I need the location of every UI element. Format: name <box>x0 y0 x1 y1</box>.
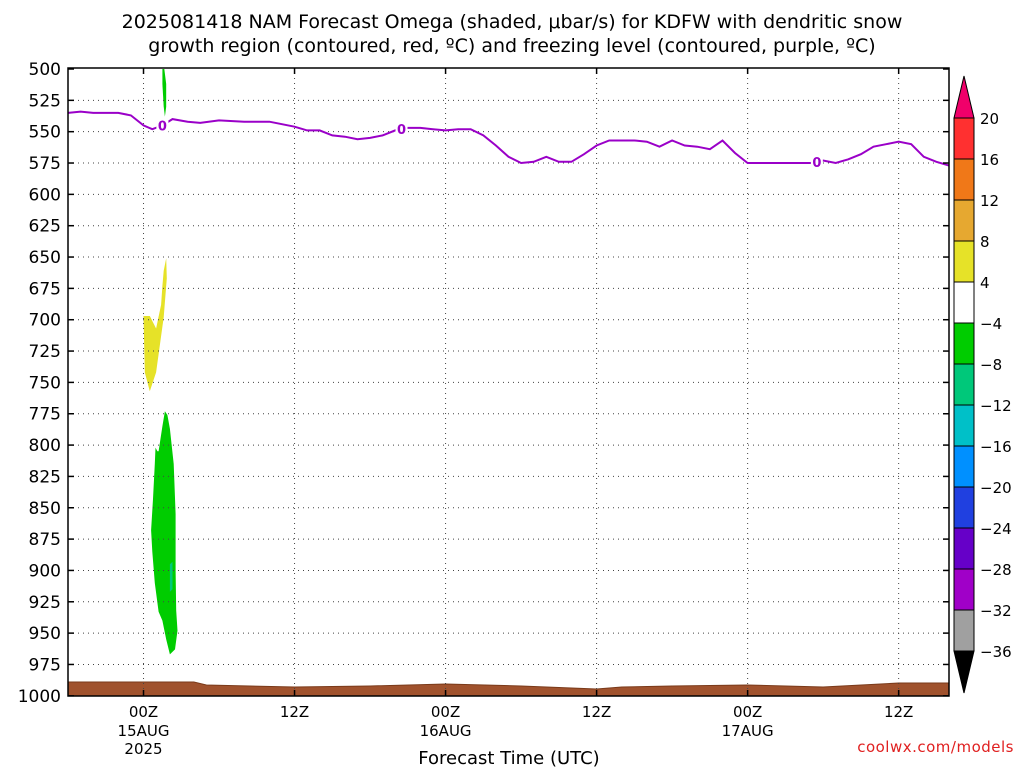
chart-title: 2025081418 NAM Forecast Omega (shaded, μ… <box>0 10 1024 58</box>
chart-title-line-1: 2025081418 NAM Forecast Omega (shaded, μ… <box>121 11 903 33</box>
y-tick-label: 975 <box>29 655 61 675</box>
colorbar-segment <box>953 117 975 160</box>
x-tick-label: 00Z <box>129 703 158 721</box>
colorbar-segment <box>953 527 975 570</box>
colorbar-segment <box>953 609 975 652</box>
x-tick-label: 12Z <box>280 703 309 721</box>
x-tick-date-label: 17AUG <box>722 722 774 740</box>
x-tick-date-label: 15AUG <box>118 722 170 740</box>
colorbar-label: −20 <box>980 479 1012 497</box>
colorbar-segment <box>953 363 975 406</box>
y-tick-label: 875 <box>29 530 61 550</box>
colorbar-segment <box>953 568 975 611</box>
colorbar-segment <box>953 158 975 201</box>
freezing-level-contour-label: 0 <box>158 119 167 134</box>
y-tick-label: 925 <box>29 593 61 613</box>
y-tick-label: 1000 <box>18 687 61 707</box>
colorbar-label: −32 <box>980 602 1012 620</box>
y-tick-label: 600 <box>29 185 61 205</box>
grid-lines <box>68 68 949 696</box>
x-tick-date-label: 16AUG <box>420 722 472 740</box>
y-tick-label: 850 <box>29 499 61 519</box>
ground-surface <box>68 681 949 696</box>
colorbar-label: −24 <box>980 520 1012 538</box>
colorbar-label: 4 <box>980 274 990 292</box>
colorbar-label: −12 <box>980 397 1012 415</box>
colorbar-label: 16 <box>980 151 999 169</box>
freezing-level-contour-label: 0 <box>397 123 406 138</box>
y-tick-label: 750 <box>29 373 61 393</box>
omega-region-3 <box>151 411 178 655</box>
y-tick-label: 625 <box>29 217 61 237</box>
contour-label-bg <box>810 153 823 169</box>
chart-title-line-2: growth region (contoured, red, ºC) and f… <box>148 35 876 57</box>
omega-region-2 <box>143 258 167 392</box>
y-tick-label: 800 <box>29 436 61 456</box>
y-tick-label: 825 <box>29 467 61 487</box>
x-tick-label: 12Z <box>582 703 611 721</box>
y-tick-label: 900 <box>29 561 61 581</box>
x-tick-label: 12Z <box>884 703 913 721</box>
colorbar-segment <box>953 281 975 324</box>
colorbar-label: −4 <box>980 315 1002 333</box>
y-tick-label: 525 <box>29 91 61 111</box>
omega-shading <box>143 69 178 655</box>
ground-band <box>68 681 949 696</box>
colorbar-label: −16 <box>980 438 1012 456</box>
colorbar-label: −28 <box>980 561 1012 579</box>
freezing-level-contour: 0 0 0 <box>68 110 949 171</box>
x-axis-title: Forecast Time (UTC) <box>418 748 599 768</box>
plot-frame <box>67 67 950 697</box>
contour-label-bg <box>156 117 169 133</box>
colorbar-segment <box>953 486 975 529</box>
y-tick-label: 725 <box>29 342 61 362</box>
colorbar-label: 12 <box>980 192 999 210</box>
y-tick-label: 675 <box>29 279 61 299</box>
colorbar-legend: 20 16 12 8 4 −4 −8 −12 −16 −20 −24 −28 −32 −36 <box>953 75 1012 694</box>
colorbar-label: −8 <box>980 356 1002 374</box>
omega-region-1 <box>162 69 167 117</box>
y-tick-label: 775 <box>29 405 61 425</box>
y-tick-label: 550 <box>29 123 61 143</box>
x-tick-label: 00Z <box>733 703 762 721</box>
colorbar-segment <box>953 322 975 365</box>
y-tick-label: 500 <box>29 60 61 80</box>
freezing-level-line <box>68 110 949 167</box>
freezing-level-contour-label: 0 <box>812 156 821 171</box>
credit-link[interactable]: coolwx.com/models <box>857 738 1014 756</box>
y-tick-label: 575 <box>29 154 61 174</box>
colorbar-label: 20 <box>980 110 999 128</box>
omega-region-4 <box>169 561 173 592</box>
x-tick-label: 00Z <box>431 703 460 721</box>
x-tick-year-label: 2025 <box>124 740 162 758</box>
y-tick-label: 650 <box>29 248 61 268</box>
colorbar-segment <box>953 404 975 447</box>
colorbar-segment <box>953 199 975 242</box>
y-axis-pressure-labels: 500 525 550 575 600 625 650 675 700 725 750 775 800 8… <box>18 60 61 707</box>
colorbar-bottom-arrow <box>953 650 975 694</box>
colorbar-segment <box>953 240 975 283</box>
y-tick-label: 700 <box>29 311 61 331</box>
contour-label-bg <box>395 121 408 137</box>
colorbar-segment <box>953 445 975 488</box>
y-tick-label: 950 <box>29 624 61 644</box>
colorbar-top-arrow <box>953 75 975 119</box>
colorbar-label: 8 <box>980 233 990 251</box>
colorbar-label: −36 <box>980 643 1012 661</box>
